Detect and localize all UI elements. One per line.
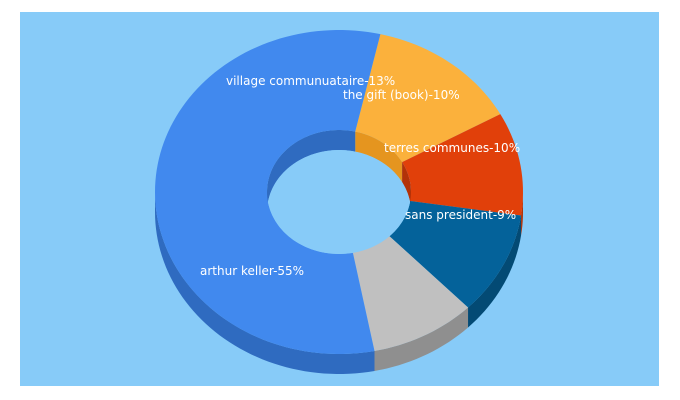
slice-arthur-keller-55[interactable]	[155, 30, 381, 354]
slice-sans-president-9[interactable]	[352, 236, 469, 351]
slice-side-terres-communes-10	[468, 215, 522, 328]
donut-hole	[267, 150, 411, 254]
slice-label-terres-communes-10: terres communes-10%	[384, 141, 520, 155]
slice-label-arthur-keller-55: arthur keller-55%	[200, 264, 304, 278]
slice-inner-wall-arthur-keller-55	[267, 130, 356, 212]
slice-label-village-communuataire-13: village communuataire-13%	[226, 74, 395, 88]
slice-side-sans-president-9	[374, 307, 469, 371]
slice-tops	[155, 30, 523, 354]
hole-inner-wall	[267, 130, 411, 212]
slice-label-sans-president-9: sans president-9%	[405, 208, 516, 222]
slice-inner-wall-the-gift-book-10	[402, 162, 411, 212]
slice-side-arthur-keller-55	[155, 192, 375, 374]
slice-inner-wall-village-communuataire-13	[355, 131, 403, 183]
slice-terres-communes-10[interactable]	[389, 201, 522, 308]
slice-label-the-gift-book-10: the gift (book)-10%	[343, 88, 460, 102]
slice-labels: village communuataire-13%the gift (book)…	[200, 74, 520, 278]
slice-the-gift-book-10[interactable]	[402, 114, 523, 216]
slice-side-the-gift-book-10	[521, 192, 523, 236]
slice-sides	[155, 192, 523, 374]
slice-village-communuataire-13[interactable]	[355, 34, 501, 163]
